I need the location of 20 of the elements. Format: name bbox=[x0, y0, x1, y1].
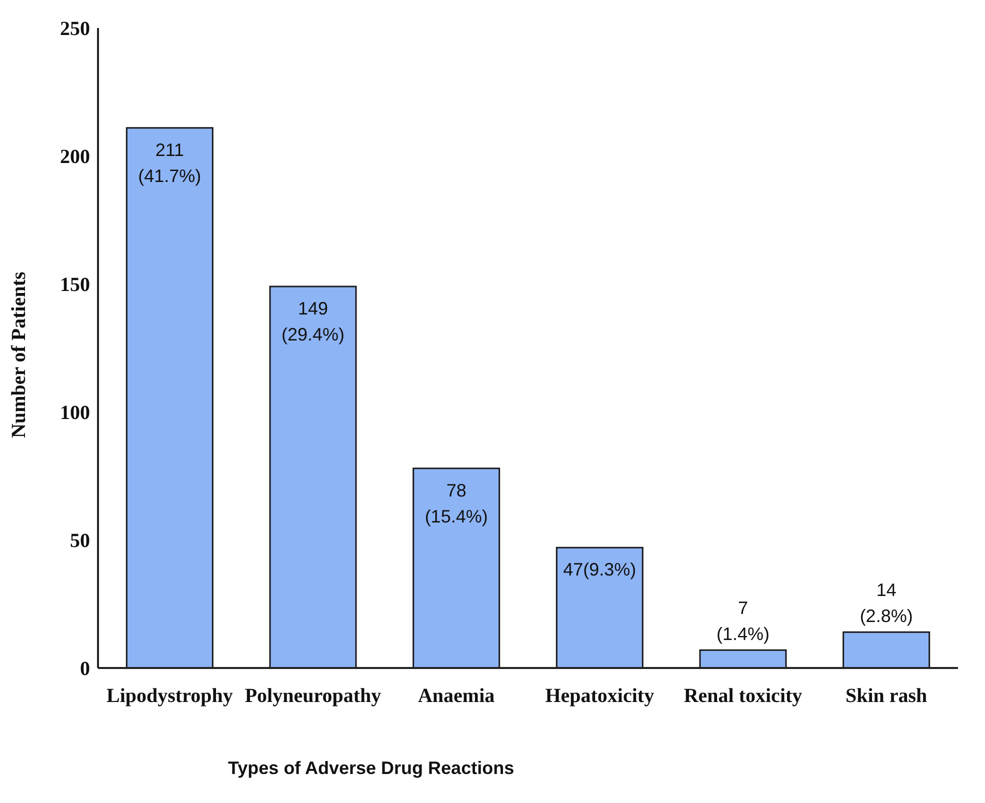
y-axis-title: Number of Patients bbox=[8, 272, 30, 438]
y-tick-label: 50 bbox=[70, 530, 90, 552]
data-label: 78 (15.4%) bbox=[424, 480, 488, 526]
x-tick-label: Hepatoxicity bbox=[545, 685, 654, 708]
x-tick-label: Anaemia bbox=[418, 685, 495, 708]
data-label: 14 (2.8%) bbox=[860, 580, 913, 626]
y-tick-label: 150 bbox=[60, 274, 90, 296]
x-tick-label: Lipodystrophy bbox=[106, 685, 233, 708]
x-tick-label: Polyneuropathy bbox=[244, 685, 382, 708]
data-label: 149 (29.4%) bbox=[281, 298, 345, 345]
data-label: 211 (41.7%) bbox=[138, 140, 202, 186]
x-tick-label: Renal toxicity bbox=[684, 685, 802, 708]
data-label: 47(9.3%) bbox=[563, 560, 636, 580]
data-label: 7 (1.4%) bbox=[716, 598, 770, 644]
x-axis-title: Types of Adverse Drug Reactions bbox=[228, 758, 514, 779]
y-tick-label: 200 bbox=[60, 146, 90, 168]
y-tick-label: 100 bbox=[60, 402, 90, 424]
x-tick-label: Skin rash bbox=[845, 685, 928, 708]
y-tick-label: 0 bbox=[80, 658, 90, 680]
y-tick-label: 250 bbox=[60, 18, 90, 40]
